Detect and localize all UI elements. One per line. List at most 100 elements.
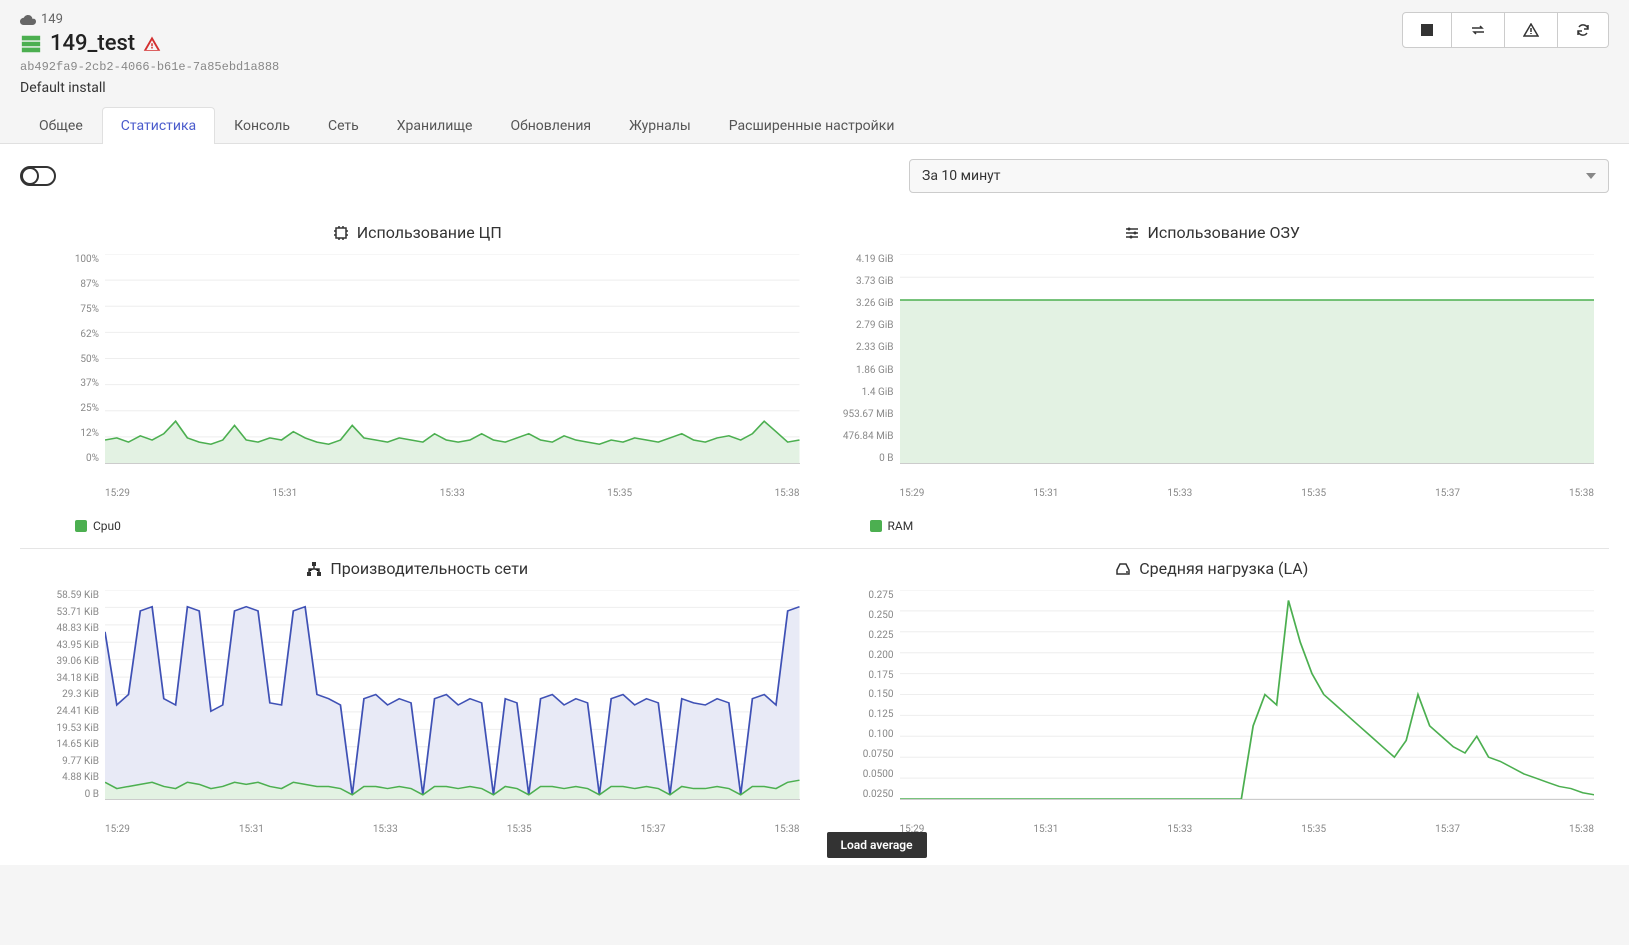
ram-legend: RAM [888,519,914,533]
la-tooltip: Load average [827,832,927,858]
y-tick: 43.95 KiB [56,640,99,651]
x-tick: 15:38 [775,824,800,835]
y-tick: 0.0500 [863,769,894,780]
y-tick: 34.18 KiB [56,673,99,684]
x-tick: 15:35 [607,488,632,499]
x-tick: 15:31 [272,488,297,499]
breadcrumb-id: 149 [41,12,63,27]
y-tick: 37% [80,378,99,389]
refresh-button[interactable] [1558,12,1609,48]
x-tick: 15:29 [105,488,130,499]
x-tick: 15:33 [440,488,465,499]
stop-button[interactable] [1402,12,1452,48]
network-icon [306,561,322,577]
cpu-icon [333,225,349,241]
x-tick: 15:29 [105,824,130,835]
refresh-icon [1576,23,1590,37]
y-tick: 9.77 KiB [62,756,99,767]
legend-color [870,520,882,532]
y-tick: 87% [80,279,99,290]
y-tick: 3.26 GiB [856,298,893,309]
x-tick: 15:38 [1569,824,1594,835]
x-tick: 15:33 [1167,824,1192,835]
y-tick: 0.0250 [863,789,894,800]
y-tick: 53.71 KiB [56,607,99,618]
tab-расширенные настройки[interactable]: Расширенные настройки [710,107,914,144]
x-tick: 15:33 [373,824,398,835]
x-tick: 15:37 [641,824,666,835]
y-tick: 1.86 GiB [856,365,893,376]
y-tick: 0.100 [868,729,893,740]
sliders-icon [1124,225,1140,241]
disk-icon [1115,562,1131,576]
x-tick: 15:31 [1033,488,1058,499]
y-tick: 48.83 KiB [56,623,99,634]
vm-description: Default install [20,80,279,96]
time-range-select[interactable]: За 10 минут [909,159,1609,193]
warning-icon [143,35,161,53]
tab-журналы[interactable]: Журналы [610,107,710,144]
y-tick: 25% [80,403,99,414]
y-tick: 0.125 [868,709,893,720]
y-tick: 50% [80,354,99,365]
restart-button[interactable] [1452,12,1505,48]
y-tick: 0.275 [868,590,893,601]
y-tick: 0.175 [868,670,893,681]
y-tick: 12% [80,428,99,439]
vm-uuid: ab492fa9-2cb2-4066-b61e-7a85ebd1a888 [20,60,279,74]
x-tick: 15:37 [1435,824,1460,835]
server-icon [20,33,42,55]
cloud-icon [20,14,36,26]
y-tick: 2.33 GiB [856,342,893,353]
tab-общее[interactable]: Общее [20,107,102,144]
y-tick: 3.73 GiB [856,276,893,287]
stop-icon [1421,24,1433,36]
y-tick: 100% [75,254,99,265]
x-tick: 15:35 [1301,824,1326,835]
x-tick: 15:29 [900,488,925,499]
y-tick: 0.225 [868,630,893,641]
legend-color [75,520,87,532]
toggle-switch[interactable] [20,166,56,186]
y-tick: 75% [80,304,99,315]
y-tick: 19.53 KiB [56,723,99,734]
content-area: За 10 минут Использование ЦП 100%87%75%6… [0,144,1629,865]
la-chart-panel: Средняя нагрузка (LA) 0.2750.2500.2250.2… [815,549,1610,850]
tab-хранилище[interactable]: Хранилище [378,107,492,144]
y-tick: 0 B [85,789,99,800]
ram-chart-title: Использование ОЗУ [1148,223,1300,242]
y-tick: 0.0750 [863,749,894,760]
y-tick: 0.250 [868,610,893,621]
tab-сеть[interactable]: Сеть [309,107,378,144]
restart-icon [1470,24,1486,36]
cpu-legend: Cpu0 [93,519,121,533]
y-tick: 62% [80,329,99,340]
cpu-chart-panel: Использование ЦП 100%87%75%62%50%37%25%1… [20,213,815,549]
y-tick: 0.150 [868,689,893,700]
time-range-value: За 10 минут [922,168,1001,184]
y-tick: 14.65 KiB [56,739,99,750]
x-tick: 15:37 [1435,488,1460,499]
x-tick: 15:38 [1569,488,1594,499]
tab-обновления[interactable]: Обновления [491,107,610,144]
x-tick: 15:31 [239,824,264,835]
x-tick: 15:35 [1301,488,1326,499]
x-tick: 15:33 [1167,488,1192,499]
tab-статистика[interactable]: Статистика [102,107,215,144]
header-actions [1402,12,1609,48]
y-tick: 0.200 [868,650,893,661]
network-chart-panel: Производительность сети 58.59 KiB53.71 K… [20,549,815,850]
chevron-down-icon [1586,173,1596,179]
y-tick: 29.3 KiB [62,689,99,700]
alert-button[interactable] [1505,12,1558,48]
y-tick: 4.19 GiB [856,254,893,265]
triangle-alert-icon [1523,23,1539,37]
tab-консоль[interactable]: Консоль [215,107,309,144]
y-tick: 2.79 GiB [856,320,893,331]
y-tick: 953.67 MiB [843,409,894,420]
page-header: 149 149_test ab492fa9-2cb2-4066-b61e-7a8… [0,0,1629,106]
y-tick: 0 B [879,453,893,464]
y-tick: 4.88 KiB [62,772,99,783]
x-tick: 15:31 [1033,824,1058,835]
x-tick: 15:38 [775,488,800,499]
